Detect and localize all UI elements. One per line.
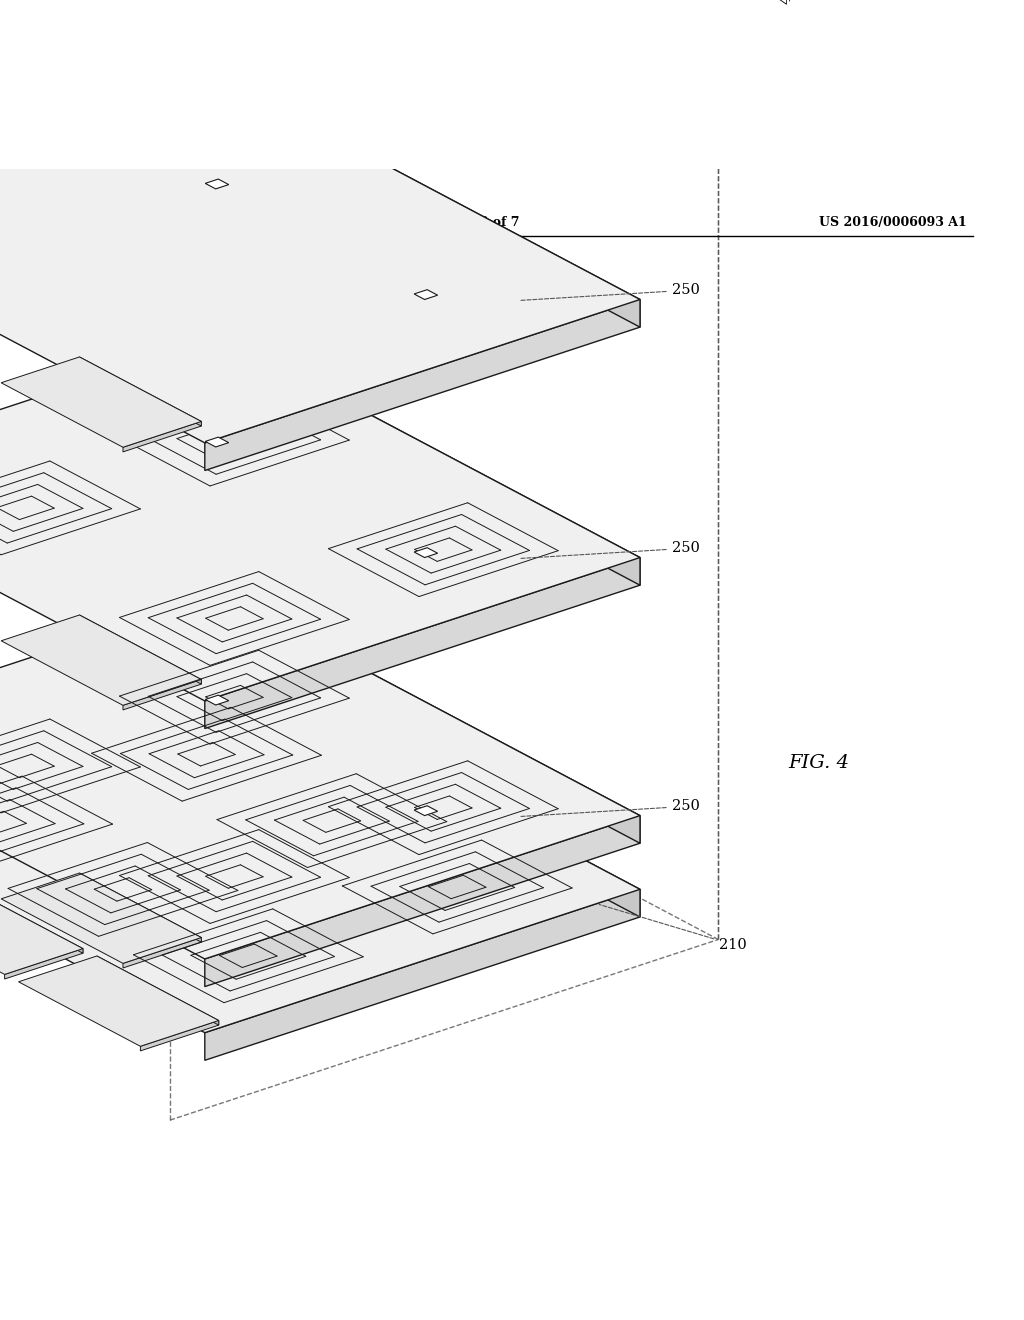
Polygon shape bbox=[205, 180, 228, 189]
Polygon shape bbox=[123, 680, 202, 710]
Polygon shape bbox=[0, 337, 640, 701]
Text: US 2016/0006093 A1: US 2016/0006093 A1 bbox=[819, 215, 967, 228]
Polygon shape bbox=[97, 956, 219, 1026]
Polygon shape bbox=[205, 557, 640, 729]
Polygon shape bbox=[1, 615, 202, 705]
Polygon shape bbox=[222, 337, 640, 585]
Polygon shape bbox=[0, 78, 640, 442]
Polygon shape bbox=[5, 949, 83, 979]
Polygon shape bbox=[414, 805, 437, 816]
Polygon shape bbox=[222, 668, 640, 917]
Text: Patent Application Publication: Patent Application Publication bbox=[82, 215, 297, 228]
Polygon shape bbox=[80, 615, 202, 684]
Text: FIG. 4: FIG. 4 bbox=[788, 754, 850, 772]
Polygon shape bbox=[0, 884, 83, 974]
Polygon shape bbox=[414, 548, 437, 557]
Polygon shape bbox=[123, 421, 202, 451]
Polygon shape bbox=[0, 668, 640, 1032]
Polygon shape bbox=[205, 890, 640, 1060]
Polygon shape bbox=[205, 300, 640, 470]
Polygon shape bbox=[18, 956, 219, 1047]
Polygon shape bbox=[1, 873, 202, 964]
Polygon shape bbox=[1, 356, 202, 447]
Text: 250: 250 bbox=[521, 541, 699, 558]
Polygon shape bbox=[80, 873, 202, 942]
Polygon shape bbox=[123, 937, 202, 968]
Polygon shape bbox=[205, 696, 228, 705]
Polygon shape bbox=[140, 1020, 219, 1051]
Polygon shape bbox=[414, 289, 437, 300]
Text: 250: 250 bbox=[521, 284, 699, 301]
Text: 210: 210 bbox=[599, 904, 748, 952]
Polygon shape bbox=[0, 594, 640, 958]
Polygon shape bbox=[222, 78, 640, 327]
Polygon shape bbox=[205, 437, 228, 447]
Text: 400: 400 bbox=[780, 0, 794, 4]
Polygon shape bbox=[0, 884, 83, 953]
Text: 250: 250 bbox=[521, 800, 699, 817]
Polygon shape bbox=[205, 816, 640, 986]
Text: Jan. 7, 2016   Sheet 3 of 7: Jan. 7, 2016 Sheet 3 of 7 bbox=[339, 215, 521, 228]
Polygon shape bbox=[80, 356, 202, 426]
Polygon shape bbox=[222, 594, 640, 843]
